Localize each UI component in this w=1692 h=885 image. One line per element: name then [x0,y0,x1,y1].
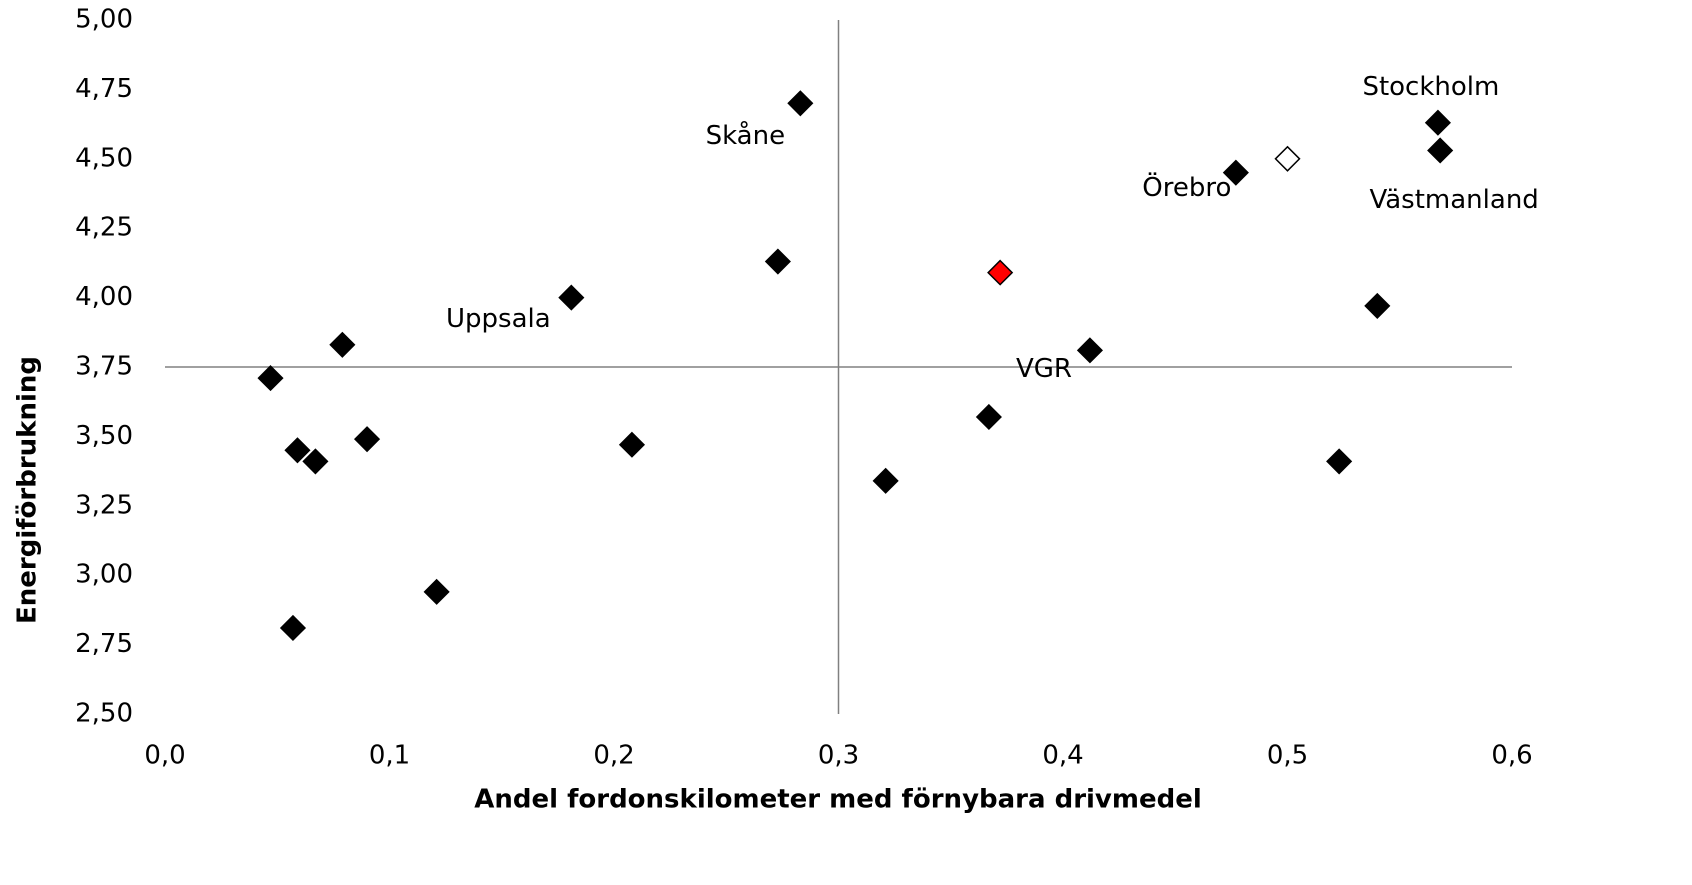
y-tick-label: 4,00 [75,282,133,312]
x-tick-label: 0,5 [1267,741,1308,771]
data-point [618,431,646,458]
data-point [558,284,585,311]
y-tick-label: 2,75 [75,629,133,659]
data-point [284,437,311,464]
y-axis-title: Energiförbrukning [13,356,43,624]
data-point [1326,448,1353,475]
point-label: Örebro [1142,171,1231,203]
y-tick-label: 4,25 [75,213,133,243]
data-point [353,426,381,453]
y-tick-label: 3,75 [75,352,133,382]
point-label: Uppsala [446,304,551,334]
data-point [787,90,814,117]
y-tick-label: 4,50 [75,143,133,173]
x-tick-label: 0,3 [818,741,859,771]
data-point [987,259,1014,286]
point-label: VGR [1016,354,1072,384]
point-label: Västmanland [1369,185,1538,215]
data-point [975,403,1002,431]
data-point [1222,159,1249,186]
data-point [1424,109,1451,136]
x-tick-label: 0,4 [1042,741,1083,771]
x-tick-label: 0,1 [369,741,410,771]
y-tick-label: 3,00 [75,560,133,590]
x-tick-label: 0,2 [593,741,634,771]
y-tick-label: 4,75 [75,74,133,104]
data-point [257,365,284,392]
data-point [329,331,356,358]
data-point [1076,337,1104,364]
data-point [872,467,899,494]
y-tick-label: 3,50 [75,421,133,451]
x-tick-label: 0,6 [1491,741,1532,771]
data-point [302,448,329,475]
x-axis-title: Andel fordonskilometer med förnybara dri… [474,785,1202,815]
x-tick-label: 0,0 [144,741,185,771]
data-point [1364,292,1391,319]
data-point [764,248,791,275]
y-tick-label: 2,50 [75,699,133,729]
y-tick-label: 5,00 [75,5,133,35]
point-label: Stockholm [1362,72,1499,102]
data-point [279,614,307,642]
point-label: Skåne [706,120,786,151]
data-point [1427,137,1454,164]
y-tick-label: 3,25 [75,490,133,520]
data-point [423,578,450,605]
data-point [1274,145,1301,172]
